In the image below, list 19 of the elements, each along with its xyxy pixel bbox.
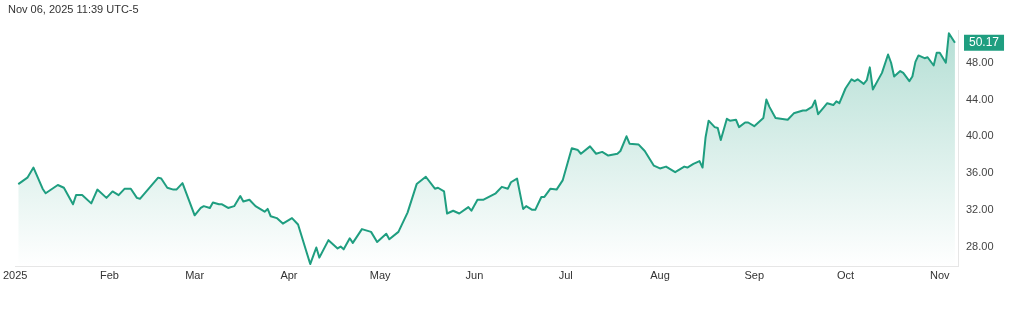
y-tick-label: 32.00 — [966, 202, 994, 215]
y-tick-label: 40.00 — [966, 129, 994, 142]
x-tick-label: Oct — [836, 269, 855, 282]
y-tick-label: 48.00 — [966, 55, 994, 68]
x-tick-label: Mar — [185, 269, 205, 282]
x-tick-label: May — [369, 269, 392, 282]
y-tick-label: 44.00 — [966, 92, 994, 105]
text: Nov 06, 2025 11:39 UTC-5 — [8, 3, 139, 15]
x-tick-label: Jul — [558, 269, 573, 282]
x-tick-label: Nov — [929, 269, 951, 282]
x-tick-label: Jun — [465, 269, 484, 282]
y-tick-label: 28.00 — [966, 239, 994, 252]
annotation: 50.17 — [969, 35, 1000, 50]
x-tick-label: 2025 — [2, 269, 28, 282]
y-tick-label: 36.00 — [966, 166, 994, 179]
x-tick-label: Apr — [280, 269, 298, 282]
x-tick-label: Sep — [744, 269, 765, 282]
x-tick-label: Aug — [650, 269, 670, 282]
x-tick-label: Feb — [100, 269, 119, 282]
